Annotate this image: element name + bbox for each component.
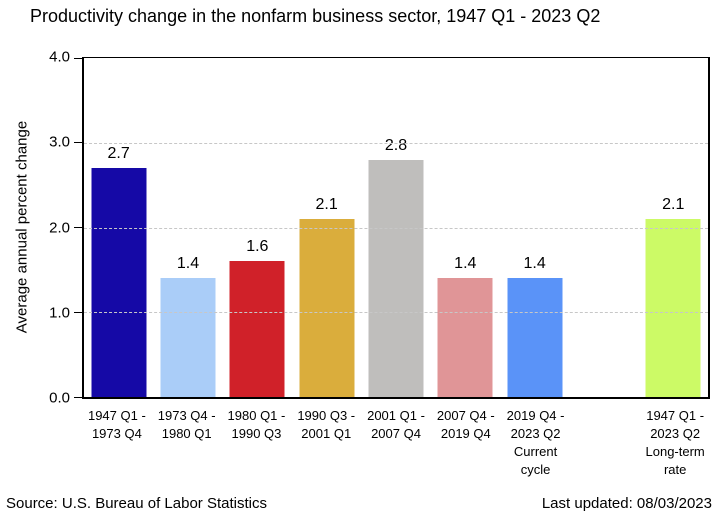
x-tick-label: 1947 Q1 - 2023 Q2 Long-term rate bbox=[640, 407, 710, 479]
bars-row: 2.7 1.4 1.6 2.1 2.8 1.4 1.4 2.1 bbox=[84, 58, 708, 397]
bar-value-label: 1.4 bbox=[176, 255, 200, 273]
bar-slot: 1.4 bbox=[500, 58, 569, 397]
x-tick-label: 1947 Q1 - 1973 Q4 bbox=[82, 407, 152, 479]
gridline bbox=[84, 312, 708, 314]
x-tick-label-line: 1990 Q3 bbox=[231, 426, 282, 441]
bar-value-label: 2.7 bbox=[107, 145, 130, 163]
y-tick-label: 2.0 bbox=[49, 219, 70, 236]
x-tick-label-line: 2007 Q4 - bbox=[436, 408, 495, 423]
bar-slot: 1.4 bbox=[153, 58, 222, 397]
bar-slot: 2.1 bbox=[292, 58, 361, 397]
x-tick-label bbox=[570, 407, 640, 479]
x-tick-label-line: 1973 Q4 - bbox=[157, 408, 216, 423]
footer-last-updated: Last updated: 08/03/2023 bbox=[541, 495, 712, 512]
y-tick-mark bbox=[74, 311, 82, 313]
bar bbox=[91, 168, 147, 397]
x-tick-label-line: 1980 Q1 bbox=[161, 426, 212, 441]
bar-value-label: 2.8 bbox=[384, 136, 408, 154]
y-tick-labels: 0.0 1.0 2.0 3.0 4.0 bbox=[30, 49, 72, 407]
x-tick-label-line: rate bbox=[663, 462, 687, 477]
y-tick-mark bbox=[74, 396, 82, 398]
bar-slot: 2.8 bbox=[361, 58, 430, 397]
bar-slot: 2.1 bbox=[639, 58, 708, 397]
x-tick-label: 2007 Q4 - 2019 Q4 bbox=[431, 407, 501, 479]
bar-slot: 1.6 bbox=[223, 58, 292, 397]
x-tick-label-line: Long-term bbox=[645, 444, 705, 459]
x-tick-label: 1973 Q4 - 1980 Q1 bbox=[152, 407, 222, 479]
bar bbox=[299, 219, 355, 397]
x-tick-label-line: 2001 Q1 - bbox=[367, 408, 425, 423]
chart-title: Productivity change in the nonfarm busin… bbox=[30, 6, 601, 26]
x-tick-label-line: 2001 Q1 bbox=[301, 426, 352, 441]
bar-value-label: 2.1 bbox=[662, 196, 685, 214]
x-tick-label-line: cycle bbox=[520, 462, 551, 477]
y-tick-label: 0.0 bbox=[49, 389, 70, 407]
gridline bbox=[84, 142, 708, 144]
x-tick-label-line: 1973 Q4 bbox=[91, 426, 142, 441]
gridline bbox=[84, 227, 708, 229]
x-tick-label-line: 2023 Q2 bbox=[650, 426, 701, 441]
bar bbox=[229, 261, 285, 397]
x-tick-label-line: 1947 Q1 - bbox=[646, 408, 705, 423]
bar bbox=[160, 278, 216, 397]
x-axis-labels: 1947 Q1 - 1973 Q4 1973 Q4 - 1980 Q1 1980 Q1 … bbox=[82, 407, 710, 479]
bar-slot: 2.7 bbox=[84, 58, 153, 397]
x-tick-label: 1990 Q3 - 2001 Q1 bbox=[291, 407, 361, 479]
x-tick-label-line: 2023 Q2 bbox=[510, 426, 561, 441]
plot-area: 2.7 1.4 1.6 2.1 2.8 1.4 1.4 2.1 bbox=[74, 57, 710, 399]
x-tick-label-line: 1980 Q1 - bbox=[227, 408, 286, 423]
x-tick-label-line: Current bbox=[513, 444, 558, 459]
x-tick-label-line: 1990 Q3 - bbox=[297, 408, 356, 423]
bar-value-label: 1.6 bbox=[246, 238, 269, 256]
x-tick-label-line: 1947 Q1 - bbox=[87, 408, 146, 423]
y-axis-label: Average annual percent change bbox=[13, 120, 31, 334]
bar bbox=[368, 159, 424, 397]
bar-slot: 1.4 bbox=[431, 58, 500, 397]
bar-value-label: 2.1 bbox=[315, 196, 338, 214]
bar bbox=[645, 219, 701, 397]
x-tick-label-line: 2007 Q4 bbox=[371, 426, 421, 441]
y-tick-label: 3.0 bbox=[49, 133, 70, 151]
bar-value-label: 1.4 bbox=[523, 255, 546, 273]
x-tick-label: 2001 Q1 - 2007 Q4 bbox=[361, 407, 431, 479]
y-tick-mark bbox=[74, 227, 82, 228]
x-tick-label: 2019 Q4 - 2023 Q2 Current cycle bbox=[501, 407, 571, 479]
y-tick-mark bbox=[74, 57, 82, 59]
bar bbox=[507, 278, 563, 397]
x-tick-label: 1980 Q1 - 1990 Q3 bbox=[222, 407, 292, 479]
x-tick-label-line: 2019 Q4 - bbox=[506, 408, 565, 423]
bar bbox=[437, 278, 493, 397]
y-tick-label: 4.0 bbox=[49, 48, 70, 66]
footer-source: Source: U.S. Bureau of Labor Statistics bbox=[6, 495, 267, 512]
y-tick-mark bbox=[74, 142, 82, 144]
y-tick-label: 1.0 bbox=[49, 304, 70, 322]
bar-value-label: 1.4 bbox=[454, 255, 477, 273]
x-tick-label-line: 2019 Q4 bbox=[440, 426, 491, 441]
